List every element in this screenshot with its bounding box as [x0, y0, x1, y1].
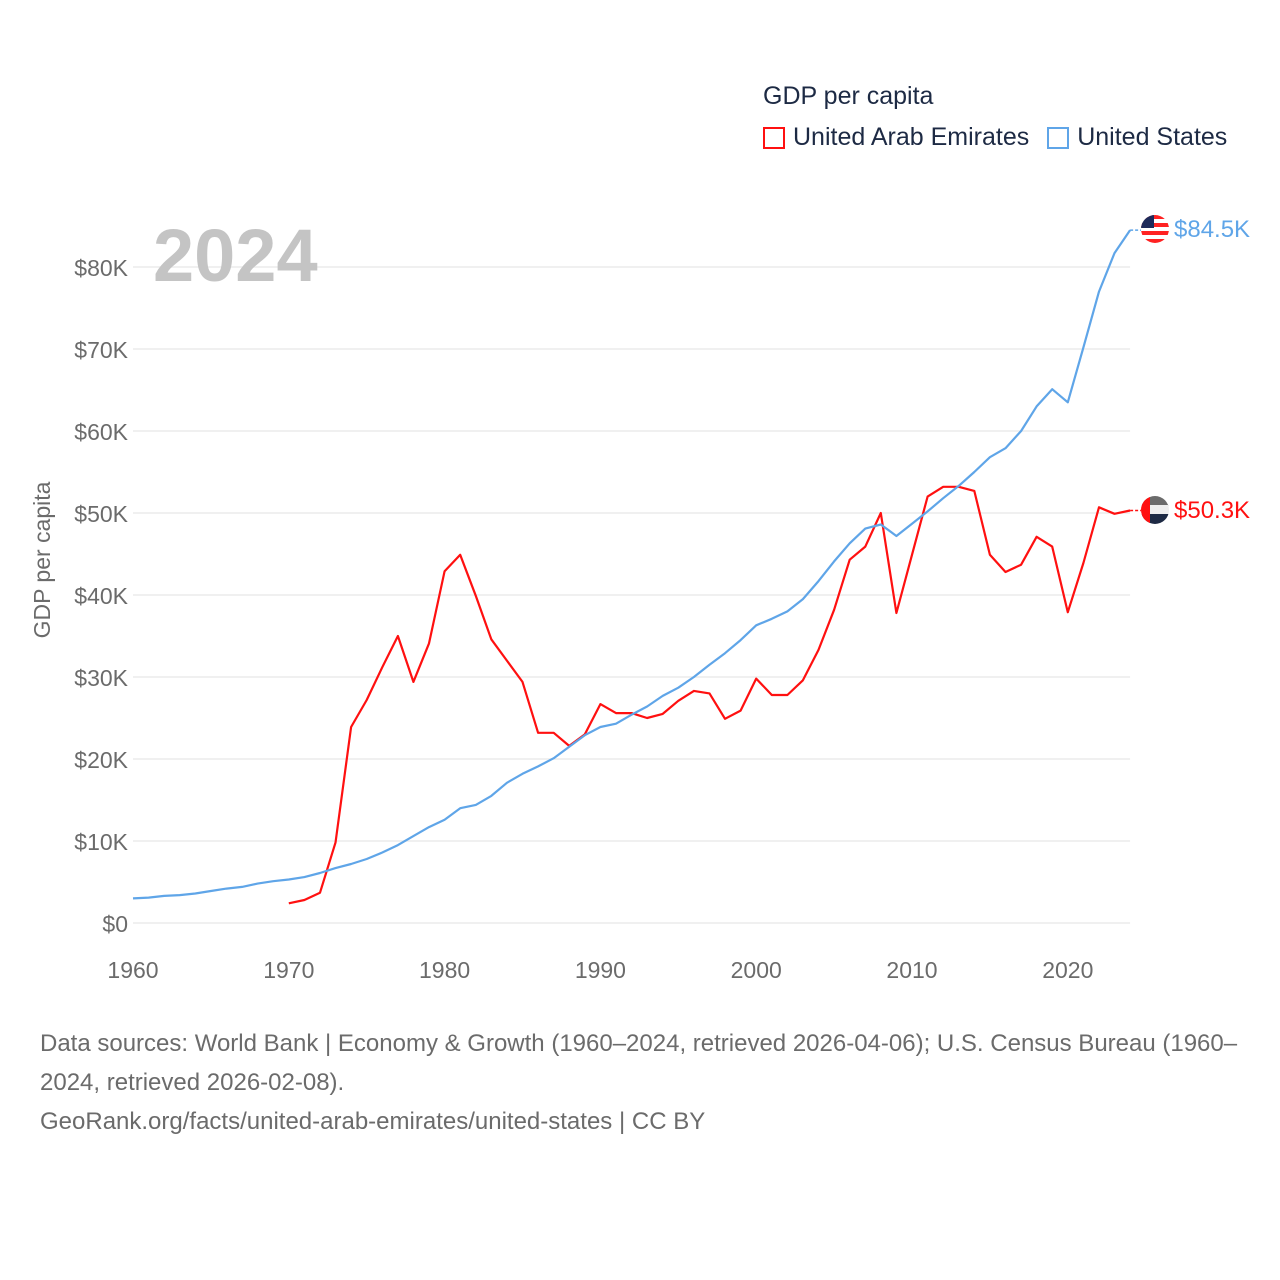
legend-title: GDP per capita	[763, 82, 934, 110]
legend: United Arab Emirates United States	[763, 123, 1227, 152]
x-tick-label: 1980	[419, 957, 470, 983]
us-flag-icon	[1141, 215, 1169, 243]
y-tick-label: $30K	[74, 665, 128, 691]
legend-swatch-uae	[763, 126, 785, 149]
y-tick-label: $40K	[74, 583, 128, 609]
y-tick-label: $20K	[74, 747, 128, 773]
y-tick-label: $70K	[74, 337, 128, 363]
y-tick-label: $50K	[74, 501, 128, 527]
x-tick-label: 2000	[731, 957, 782, 983]
line-chart: $0 $10K $20K $30K $40K $50K $60K $70K $80K 1960 1…	[29, 214, 1250, 983]
x-tick-label: 2010	[886, 957, 937, 983]
legend-swatch-us	[1047, 126, 1070, 149]
legend-item-us[interactable]: United States	[1047, 123, 1227, 152]
us-end-label: $84.5K	[1174, 216, 1250, 243]
x-tick-label: 2020	[1042, 957, 1093, 983]
data-sources: Data sources: World Bank | Economy & Gro…	[40, 1030, 1238, 1096]
y-tick-label: $0	[102, 911, 128, 937]
year-label: 2024	[153, 214, 318, 297]
y-axis-label: GDP per capita	[29, 481, 55, 638]
x-tick-label: 1970	[263, 957, 314, 983]
legend-label-uae: United Arab Emirates	[793, 123, 1030, 151]
series-line-us	[132, 229, 1132, 900]
y-tick-label: $60K	[74, 419, 128, 445]
legend-label-us: United States	[1077, 123, 1228, 151]
uae-end-label: $50.3K	[1174, 497, 1250, 524]
y-tick-label: $80K	[74, 255, 128, 281]
legend-item-uae[interactable]: United Arab Emirates	[763, 123, 1029, 152]
y-tick-label: $10K	[74, 829, 128, 855]
uae-flag-icon	[1141, 496, 1169, 524]
x-tick-label: 1990	[575, 957, 626, 983]
credit-link[interactable]: GeoRank.org/facts/united-arab-emirates/u…	[40, 1108, 706, 1135]
x-tick-label: 1960	[107, 957, 158, 983]
series-line-uae	[288, 485, 1131, 905]
footer: Data sources: World Bank | Economy & Gro…	[40, 1024, 1240, 1141]
